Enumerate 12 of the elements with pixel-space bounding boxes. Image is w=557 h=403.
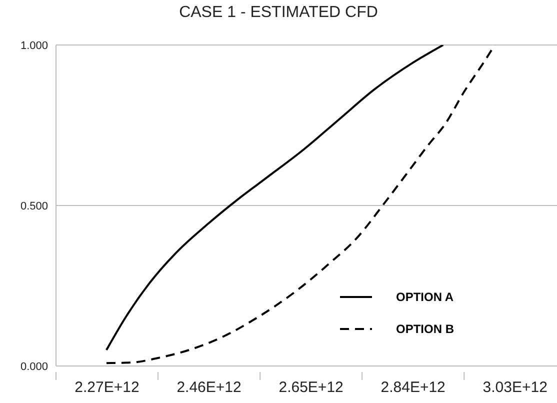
legend-label: OPTION B [396, 322, 454, 336]
x-tick-label: 2.65E+12 [278, 379, 344, 396]
y-tick-label: 0.000 [20, 360, 48, 373]
legend-label: OPTION A [396, 290, 454, 304]
line-series [105, 45, 444, 351]
x-tick-label: 3.03E+12 [482, 379, 548, 396]
x-tick-label: 2.84E+12 [380, 379, 446, 396]
x-tick-label: 2.27E+12 [74, 379, 140, 396]
x-tick-label: 2.46E+12 [176, 379, 242, 396]
chart-title: CASE 1 - ESTIMATED CFD [178, 4, 379, 22]
y-tick-label: 0.500 [20, 200, 48, 212]
y-tick-label: 1.000 [20, 40, 48, 52]
